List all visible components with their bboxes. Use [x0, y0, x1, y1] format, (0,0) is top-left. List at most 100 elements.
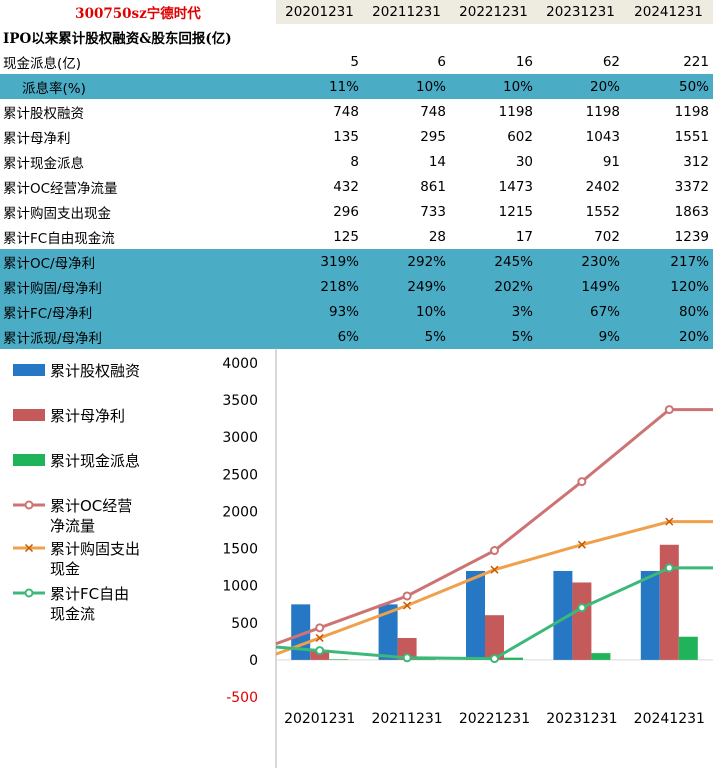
row-label[interactable]: 累计FC自由现金流: [3, 230, 115, 247]
line-marker: [577, 540, 586, 549]
cell-value[interactable]: 319%: [276, 249, 363, 274]
cell-value[interactable]: 312: [683, 153, 709, 170]
cell-value[interactable]: 202%: [450, 274, 537, 299]
cell-value[interactable]: 16: [515, 53, 533, 70]
cell-value[interactable]: 6: [437, 53, 446, 70]
cell-value[interactable]: 67%: [537, 299, 624, 324]
bar-2: [659, 544, 679, 660]
row-label[interactable]: 派息率(%): [0, 74, 276, 99]
cell-value[interactable]: 30: [515, 153, 533, 170]
cell-value[interactable]: 10%: [450, 74, 537, 99]
cell-value[interactable]: 125: [333, 228, 359, 245]
cell-value[interactable]: 14: [428, 153, 446, 170]
cell-value[interactable]: 5%: [450, 324, 537, 349]
x-tick-label: 20221231: [459, 711, 530, 727]
line-marker: [577, 477, 587, 487]
row-label[interactable]: 累计FC/母净利: [0, 299, 276, 324]
y-tick-label: 2500: [222, 467, 258, 483]
cell-value[interactable]: 91: [602, 153, 620, 170]
row-label[interactable]: 累计派现/母净利: [0, 324, 276, 349]
cell-value[interactable]: 249%: [363, 274, 450, 299]
cell-value[interactable]: 2402: [585, 178, 620, 195]
cell-value[interactable]: 602: [507, 128, 533, 145]
cell-value[interactable]: 17: [515, 228, 533, 245]
table-row: 派息率(%) 11% 10% 10% 20% 50%: [0, 74, 713, 99]
cell-value[interactable]: 3%: [450, 299, 537, 324]
cell-value[interactable]: 5%: [363, 324, 450, 349]
cell-value[interactable]: 120%: [624, 274, 713, 299]
line-marker: [665, 517, 674, 526]
section-title-row: IPO以来累计股权融资&股东回报(亿): [0, 24, 713, 49]
y-tick-label: 0: [249, 653, 258, 669]
cell-value[interactable]: 80%: [624, 299, 713, 324]
cell-value[interactable]: 245%: [450, 249, 537, 274]
stock-title[interactable]: 300750sz宁德时代: [0, 0, 276, 24]
cell-value[interactable]: 217%: [624, 249, 713, 274]
cell-value[interactable]: 8: [350, 153, 359, 170]
cell-value[interactable]: 861: [420, 178, 446, 195]
cell-value[interactable]: 733: [420, 203, 446, 220]
table-row: 累计股权融资 748 748 1198 1198 1198: [0, 99, 713, 124]
line-marker: [315, 646, 325, 656]
row-label[interactable]: 累计母净利: [3, 130, 71, 147]
cell-value[interactable]: 1215: [498, 203, 533, 220]
cell-value[interactable]: 62: [602, 53, 620, 70]
cell-value[interactable]: 149%: [537, 274, 624, 299]
cell-value[interactable]: 748: [333, 103, 359, 120]
year-header[interactable]: 20231231: [537, 0, 624, 24]
year-header[interactable]: 20201231: [276, 0, 363, 24]
cell-value[interactable]: 1473: [498, 178, 533, 195]
cell-value[interactable]: 218%: [276, 274, 363, 299]
cell-value[interactable]: 1043: [585, 128, 620, 145]
cell-value[interactable]: 1198: [585, 103, 620, 120]
cell-value[interactable]: 702: [594, 228, 620, 245]
bar-2: [397, 637, 417, 660]
line-marker: [664, 405, 674, 415]
cell-value[interactable]: 28: [428, 228, 446, 245]
row-label[interactable]: 累计现金派息: [3, 155, 84, 172]
section-title[interactable]: IPO以来累计股权融资&股东回报(亿): [3, 30, 232, 47]
table-row: 累计购固/母净利 218% 249% 202% 149% 120%: [0, 274, 713, 299]
cell-value[interactable]: 10%: [363, 299, 450, 324]
cell-value[interactable]: 20%: [537, 74, 624, 99]
year-header[interactable]: 20241231: [624, 0, 713, 24]
cell-value[interactable]: 221: [683, 53, 709, 70]
cell-value[interactable]: 1552: [585, 203, 620, 220]
line-marker: [490, 654, 499, 664]
legend-label: 累计母净利: [50, 407, 125, 425]
year-header[interactable]: 20211231: [363, 0, 450, 24]
cell-value[interactable]: 3372: [674, 178, 709, 195]
cell-value[interactable]: 748: [420, 103, 446, 120]
cell-value[interactable]: 1551: [674, 128, 709, 145]
cell-value[interactable]: 1198: [674, 103, 709, 120]
table-row: 累计FC自由现金流 125 28 17 702 1239: [0, 224, 713, 249]
cell-value[interactable]: 50%: [624, 74, 713, 99]
cell-value[interactable]: 1239: [674, 228, 709, 245]
cell-value[interactable]: 230%: [537, 249, 624, 274]
y-tick-label: 4000: [222, 356, 258, 372]
cell-value[interactable]: 6%: [276, 324, 363, 349]
row-label[interactable]: 累计股权融资: [3, 105, 84, 122]
row-label[interactable]: 累计购固支出现金: [3, 205, 111, 222]
row-label[interactable]: 累计购固/母净利: [0, 274, 276, 299]
row-label[interactable]: 现金派息(亿): [3, 55, 82, 72]
line-marker: [664, 563, 674, 573]
cell-value[interactable]: 1863: [674, 203, 709, 220]
cell-value[interactable]: 11%: [276, 74, 363, 99]
cell-value[interactable]: 1198: [498, 103, 533, 120]
cell-value[interactable]: 10%: [363, 74, 450, 99]
cell-value[interactable]: 135: [333, 128, 359, 145]
legend-label: 累计现金派息: [50, 452, 140, 470]
row-label[interactable]: 累计OC/母净利: [0, 249, 276, 274]
year-header[interactable]: 20221231: [450, 0, 537, 24]
cell-value[interactable]: 296: [333, 203, 359, 220]
cell-value[interactable]: 93%: [276, 299, 363, 324]
row-label[interactable]: 累计OC经营净流量: [3, 180, 118, 197]
cell-value[interactable]: 9%: [537, 324, 624, 349]
cell-value[interactable]: 432: [333, 178, 359, 195]
cell-value[interactable]: 292%: [363, 249, 450, 274]
legend-label: 累计OC经营净流量: [50, 497, 132, 535]
cell-value[interactable]: 295: [420, 128, 446, 145]
cell-value[interactable]: 5: [350, 53, 359, 70]
cell-value[interactable]: 20%: [624, 324, 713, 349]
